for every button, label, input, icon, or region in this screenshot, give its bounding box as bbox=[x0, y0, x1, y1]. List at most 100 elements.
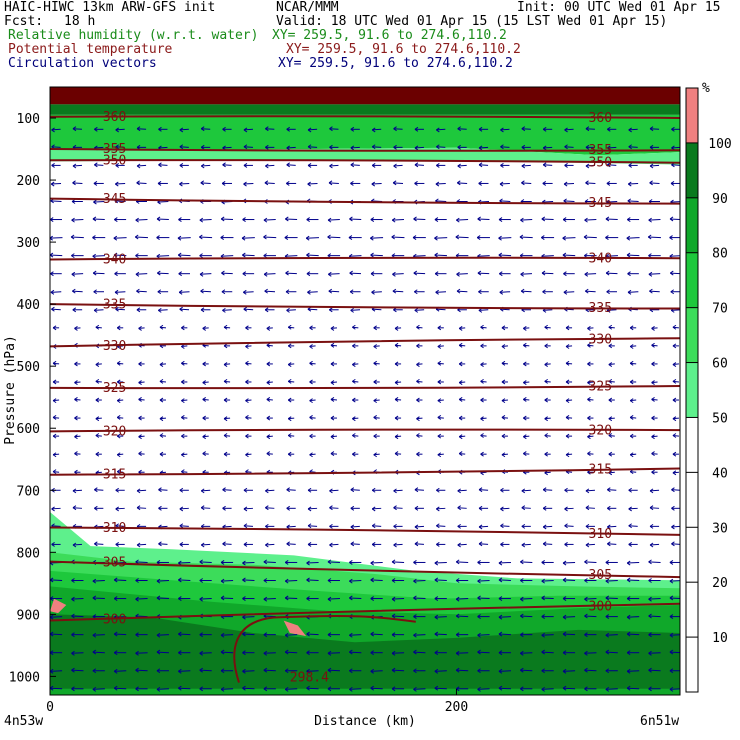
wind-vector bbox=[158, 126, 168, 132]
wind-vector bbox=[671, 524, 680, 530]
theta-contour-label: 305 bbox=[589, 568, 612, 583]
rh-band-top-saturated bbox=[50, 87, 680, 105]
theta-contour-label: 355 bbox=[589, 143, 612, 158]
wind-vector bbox=[113, 596, 127, 601]
wind-vector bbox=[52, 433, 60, 439]
wind-vector bbox=[672, 324, 679, 330]
wind-vector bbox=[113, 650, 127, 656]
wind-vector bbox=[587, 434, 594, 440]
wind-vector bbox=[370, 668, 383, 674]
wind-vector bbox=[71, 667, 84, 673]
wind-vector bbox=[562, 650, 576, 656]
wind-vector bbox=[330, 397, 338, 402]
wind-vector bbox=[74, 361, 81, 367]
wind-vector bbox=[672, 362, 679, 367]
wind-vector bbox=[607, 505, 617, 511]
wind-vector bbox=[92, 270, 105, 276]
wind-vector bbox=[50, 596, 63, 601]
wind-vector bbox=[477, 614, 490, 620]
wind-vector bbox=[309, 360, 316, 366]
wind-vector bbox=[284, 595, 298, 601]
wind-vector bbox=[373, 344, 380, 349]
wind-vector bbox=[158, 307, 168, 313]
wind-vector bbox=[649, 163, 660, 169]
field-rh-name: Relative humidity (w.r.t. water) bbox=[8, 28, 259, 43]
wind-vector bbox=[156, 595, 169, 601]
wind-vector bbox=[629, 360, 637, 366]
wind-vector bbox=[565, 433, 573, 439]
wind-vector bbox=[306, 577, 319, 583]
wind-vector bbox=[50, 271, 62, 277]
wind-vector bbox=[498, 217, 511, 222]
wind-vector bbox=[220, 668, 234, 674]
wind-vector bbox=[671, 487, 680, 493]
wind-vector bbox=[181, 452, 188, 458]
wind-vector bbox=[179, 144, 189, 150]
wind-vector bbox=[307, 144, 318, 150]
fcst-value: 18 h bbox=[64, 14, 96, 29]
wind-vector bbox=[242, 217, 255, 222]
wind-vector bbox=[414, 181, 425, 186]
wind-vector bbox=[199, 559, 212, 565]
wind-vector bbox=[138, 380, 145, 385]
wind-vector bbox=[671, 126, 680, 132]
wind-vector bbox=[306, 271, 319, 277]
theta-contour bbox=[50, 385, 680, 390]
theta-contour-label: 320 bbox=[103, 424, 126, 439]
wind-vector bbox=[284, 649, 298, 655]
wind-vector bbox=[651, 451, 658, 456]
wind-vector bbox=[605, 614, 618, 620]
wind-vector bbox=[306, 217, 319, 222]
wind-vector bbox=[245, 360, 252, 366]
wind-vector bbox=[350, 307, 361, 313]
wind-vector bbox=[648, 667, 661, 673]
wind-vector bbox=[135, 596, 148, 602]
wind-vector bbox=[434, 685, 447, 691]
wind-vector bbox=[220, 216, 234, 222]
wind-vector bbox=[542, 162, 553, 168]
wind-vector bbox=[242, 252, 255, 258]
wind-vector bbox=[563, 289, 575, 295]
wind-vector bbox=[309, 398, 316, 404]
theta-contour-label: 300 bbox=[589, 599, 612, 614]
wind-vector bbox=[306, 668, 319, 674]
wind-vector bbox=[500, 506, 510, 512]
theta-contour-label: 350 bbox=[103, 153, 126, 168]
wind-vector bbox=[328, 288, 340, 294]
wind-vector bbox=[373, 360, 380, 366]
wind-vector bbox=[498, 577, 511, 583]
wind-vector bbox=[113, 668, 127, 674]
wind-vector bbox=[562, 252, 576, 258]
wind-vector bbox=[605, 668, 618, 674]
wind-vector bbox=[607, 162, 617, 168]
y-tick-label: 900 bbox=[17, 608, 40, 623]
wind-vector bbox=[243, 162, 253, 168]
wind-vector bbox=[370, 271, 383, 277]
wind-vector bbox=[202, 380, 209, 385]
wind-vector bbox=[94, 487, 104, 493]
wind-vector bbox=[457, 126, 467, 132]
wind-vector bbox=[199, 650, 212, 656]
wind-vector bbox=[393, 542, 403, 548]
wind-vector bbox=[93, 181, 104, 186]
wind-vector bbox=[74, 469, 81, 475]
wind-vector bbox=[584, 578, 597, 583]
theta-contour-label: 320 bbox=[589, 423, 612, 438]
wind-vector bbox=[263, 632, 276, 638]
wind-vector bbox=[92, 595, 105, 601]
wind-vector bbox=[391, 217, 404, 223]
wind-vector bbox=[306, 650, 319, 656]
wind-vector bbox=[521, 144, 531, 150]
wind-vector bbox=[649, 288, 660, 294]
wind-vector bbox=[92, 253, 106, 259]
wind-vector bbox=[350, 181, 361, 186]
wind-vector bbox=[498, 650, 511, 656]
wind-vector bbox=[115, 162, 125, 168]
wind-vector bbox=[370, 596, 383, 601]
wind-vector bbox=[349, 289, 361, 295]
wind-vector bbox=[286, 487, 296, 493]
wind-vector bbox=[350, 162, 360, 168]
wind-vector bbox=[458, 397, 466, 402]
wind-vector bbox=[437, 360, 444, 366]
wind-vector bbox=[138, 434, 145, 440]
